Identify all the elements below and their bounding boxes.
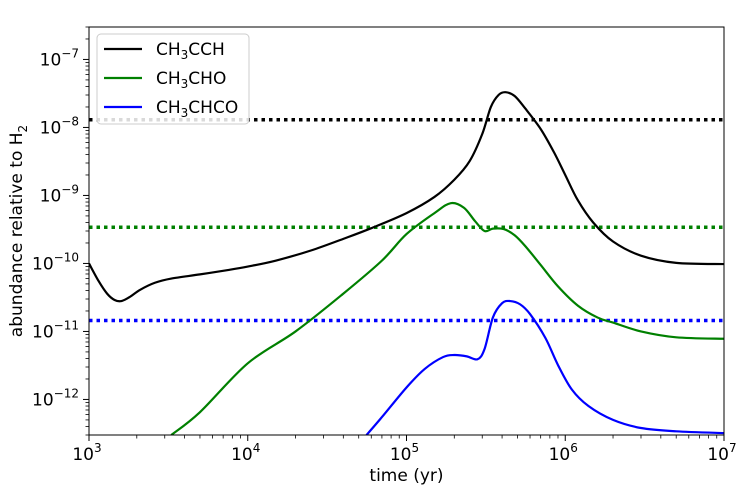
y-tick-base: 10	[32, 254, 54, 274]
legend-label-subscript: 3	[181, 77, 189, 91]
legend-label-part: CHCO	[188, 98, 238, 118]
y-tick-exponent: −11	[54, 318, 79, 332]
x-tick-exponent: 3	[94, 441, 102, 455]
legend-box	[96, 33, 250, 125]
x-tick-exponent: 5	[412, 441, 420, 455]
x-tick-base: 10	[707, 445, 729, 465]
legend-label: CH3CHCO	[156, 98, 238, 120]
legend-label-part: CCH	[188, 40, 225, 60]
legend-label: CH3CCH	[156, 40, 225, 62]
y-axis-label: abundance relative to H2	[7, 125, 30, 337]
y-tick-exponent: −10	[54, 250, 79, 264]
series-line	[170, 201, 724, 435]
y-axis-label-sub: 2	[16, 125, 30, 133]
x-tick-exponent: 7	[729, 441, 737, 455]
y-axis-label-main: abundance relative to H	[7, 132, 27, 337]
series-line	[89, 91, 724, 303]
y-tick-label: 10−11	[32, 318, 79, 342]
x-tick-label: 104	[231, 441, 260, 465]
x-tick-base: 10	[390, 445, 412, 465]
reference-lines	[89, 117, 724, 323]
y-tick-base: 10	[40, 186, 62, 206]
y-tick-label: 10−9	[40, 182, 79, 206]
legend-label: CH3CHO	[156, 69, 226, 91]
x-axis: 103 104 105 106 107	[72, 435, 737, 465]
x-tick-base: 10	[549, 445, 571, 465]
legend-label-part: CH	[156, 98, 181, 118]
legend-label-subscript: 3	[181, 48, 189, 62]
y-tick-base: 10	[40, 50, 62, 70]
y-tick-base: 10	[40, 118, 62, 138]
x-tick-exponent: 4	[253, 441, 261, 455]
y-tick-exponent: −12	[54, 386, 79, 400]
x-tick-label: 103	[72, 441, 101, 465]
x-tick-base: 10	[231, 445, 253, 465]
series-line	[365, 299, 724, 435]
y-tick-label: 10−8	[40, 114, 79, 138]
series-lines	[89, 91, 724, 435]
x-tick-label: 106	[549, 441, 578, 465]
y-tick-exponent: −7	[61, 46, 79, 60]
x-tick-label: 107	[707, 441, 736, 465]
y-tick-exponent: −9	[61, 182, 79, 196]
x-tick-label: 105	[390, 441, 419, 465]
y-tick-base: 10	[32, 322, 54, 342]
x-tick-exponent: 6	[570, 441, 578, 455]
y-tick-exponent: −8	[61, 114, 79, 128]
x-axis-label: time (yr)	[369, 466, 443, 486]
legend-label-part: CH	[156, 69, 181, 89]
y-tick-label: 10−10	[32, 250, 79, 274]
x-tick-base: 10	[72, 445, 94, 465]
y-tick-label: 10−12	[32, 386, 79, 410]
legend-label-subscript: 3	[181, 106, 189, 120]
y-tick-base: 10	[32, 390, 54, 410]
legend-label-part: CH	[156, 40, 181, 60]
legend-label-part: CHO	[188, 69, 226, 89]
y-tick-label: 10−7	[40, 46, 79, 70]
